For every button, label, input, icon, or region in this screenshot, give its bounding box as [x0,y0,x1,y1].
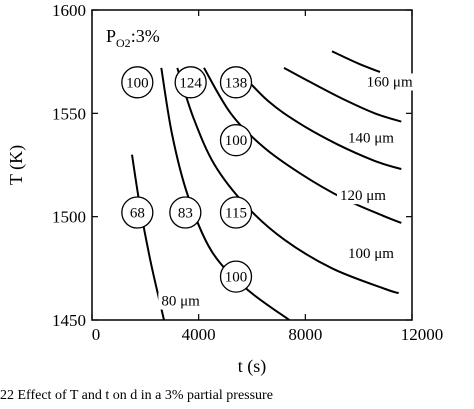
y-axis-label: T (K) [6,145,27,185]
curve-label-bg [158,292,221,310]
curve-label: 140 μm [348,130,394,146]
series-line-5 [283,67,402,123]
curve-label-bg [337,187,399,205]
curves [131,50,402,320]
curve-label: 80 μm [161,294,200,310]
circle-marker [121,66,154,99]
x-tick-label: 12000 [401,325,444,344]
circle-value: 100 [126,75,149,91]
circle-marker [121,196,154,229]
y-tick-label: 1500 [52,208,86,227]
circle-value: 68 [130,206,145,222]
circle-value: 115 [225,206,247,222]
x-axis-label: t (s) [238,356,267,377]
series-line-4 [235,67,402,171]
circle-marker [174,66,207,99]
series-line-0 [131,154,165,320]
series-line-3 [203,67,402,224]
chart: 0 4000 8000 12000 1450 1500 1550 1600 80 μm 100 … [6,1,443,377]
circle-value: 138 [225,75,248,91]
circle-value: 100 [225,133,248,149]
curve-label-bg [345,245,407,262]
circle-value: 100 [225,270,248,286]
y-tick-label: 1550 [52,104,86,123]
curve-label-bg [345,129,407,147]
circle-labels: 100 124 138 100 68 83 115 100 [121,66,253,293]
y-tick-label: 1600 [52,1,86,20]
curve-label: 100 μm [348,246,394,262]
series-line-6 [331,50,381,73]
curve-label-bg [363,73,426,91]
x-tick-label: 4000 [182,325,216,344]
x-tick-label: 8000 [288,325,322,344]
figure-caption: 22 Effect of T and t on d in a 3% partia… [0,388,273,403]
plot-frame [91,9,413,321]
circle-marker [219,124,253,157]
pressure-annotation: PO2:3% [106,26,160,50]
curve-label: 160 μm [367,74,413,90]
circle-marker [169,196,202,229]
ticks: 0 4000 8000 12000 1450 1500 1550 1600 [52,1,443,344]
curve-label: 120 μm [340,188,386,204]
circle-value: 83 [178,206,193,222]
circle-value: 124 [179,75,202,91]
series-line-2 [176,67,399,295]
curve-labels: 80 μm 100 μm 120 μm 140 μm 160 μm [158,73,426,310]
y-tick-label: 1450 [52,311,86,330]
circle-marker [219,260,253,293]
circle-marker [219,66,253,99]
circle-marker [219,196,253,229]
x-tick-label: 0 [92,325,101,344]
